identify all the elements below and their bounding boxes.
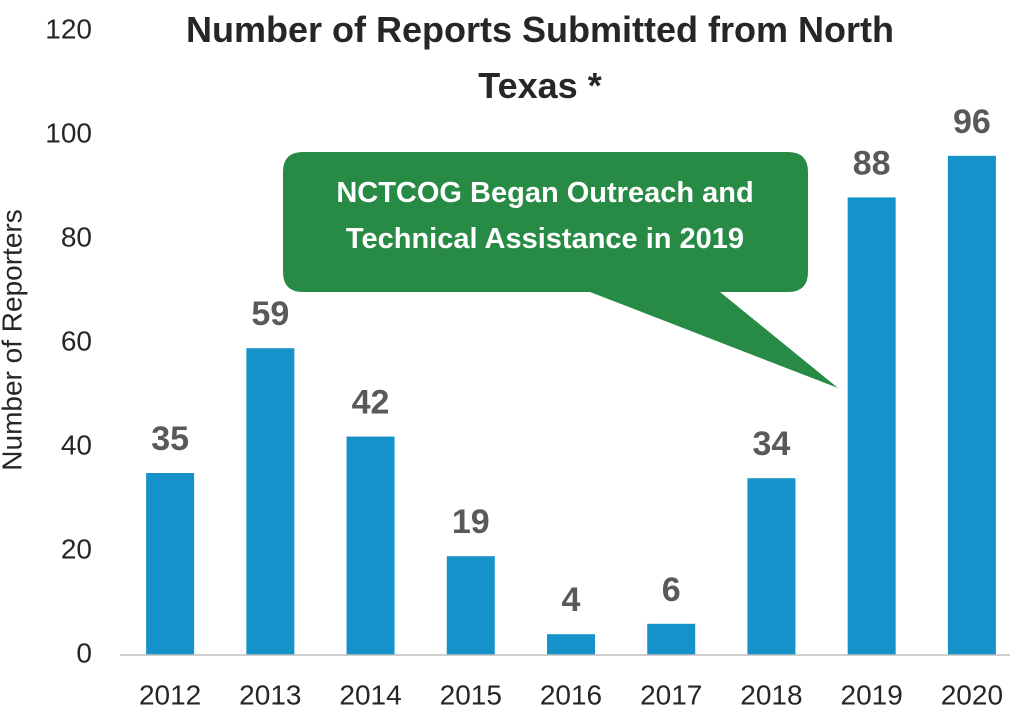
bar (947, 155, 996, 656)
x-tick-label: 2013 (239, 679, 301, 710)
x-tick-label: 2012 (139, 679, 201, 710)
y-tick-label: 0 (76, 637, 92, 668)
bar (747, 478, 796, 655)
data-label: 96 (953, 103, 991, 141)
x-tick-label: 2016 (540, 679, 602, 710)
bar (847, 197, 896, 655)
data-label: 35 (151, 420, 189, 458)
bar (146, 473, 195, 655)
x-tick-label: 2015 (440, 679, 502, 710)
chart-title: Number of Reports Submitted from North T… (186, 9, 894, 106)
y-tick-label: 60 (61, 325, 92, 356)
x-tick-label: 2014 (339, 679, 401, 710)
y-tick-label: 100 (45, 117, 92, 148)
data-label: 42 (352, 384, 390, 422)
callout (283, 152, 838, 388)
bar (346, 436, 395, 655)
data-label: 59 (251, 295, 289, 333)
bar (246, 348, 295, 655)
data-label: 88 (853, 144, 891, 182)
y-tick-label: 120 (45, 13, 92, 44)
annotation: NCTCOG Began Outreach and Technical Assi… (336, 177, 754, 255)
x-tick-label: 2020 (941, 679, 1003, 710)
y-tick-label: 20 (61, 533, 92, 564)
y-axis-label: Number of Reporters (0, 209, 27, 470)
bar (547, 634, 595, 655)
data-label: 19 (452, 503, 490, 541)
data-label: 34 (753, 425, 791, 463)
bar (446, 556, 495, 655)
data-label: 4 (562, 581, 581, 619)
x-tick-label: 2019 (841, 679, 903, 710)
y-tick-label: 40 (61, 429, 92, 460)
y-tick-label: 80 (61, 221, 92, 252)
data-label: 6 (662, 571, 681, 609)
bar (647, 623, 696, 655)
x-tick-label: 2017 (640, 679, 702, 710)
x-tick-label: 2018 (740, 679, 802, 710)
